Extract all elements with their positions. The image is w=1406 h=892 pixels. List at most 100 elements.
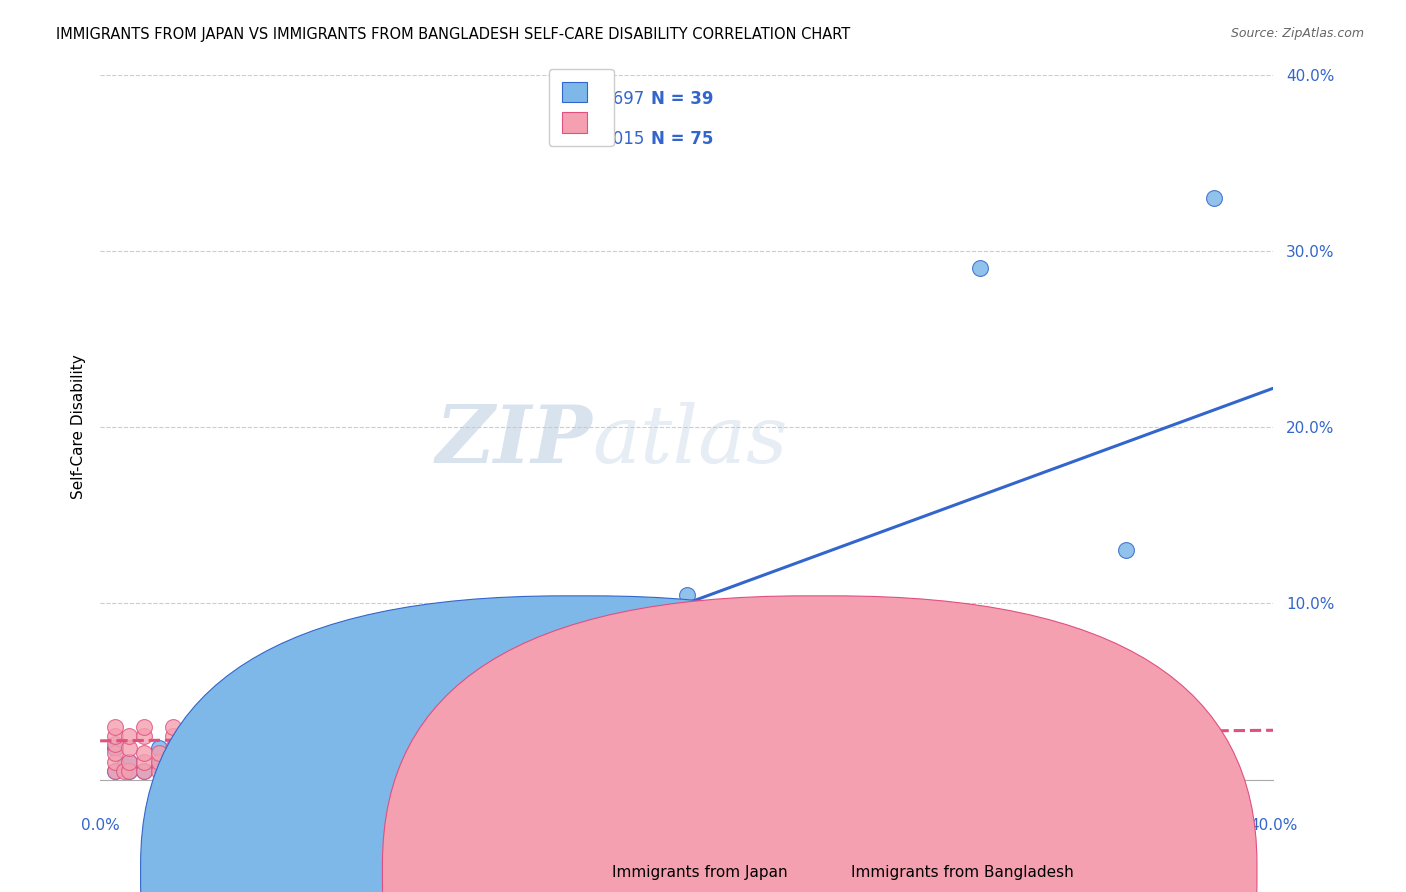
- Point: [148, 764, 170, 778]
- Point: [264, 723, 287, 738]
- Point: [162, 720, 184, 734]
- Point: [221, 764, 243, 778]
- Point: [104, 729, 127, 743]
- Point: [382, 764, 405, 778]
- Point: [118, 764, 141, 778]
- Point: [207, 720, 229, 734]
- Point: [426, 723, 449, 738]
- Point: [162, 764, 184, 778]
- Point: [998, 729, 1021, 743]
- Point: [1204, 191, 1226, 205]
- Point: [823, 711, 845, 725]
- Point: [191, 740, 214, 755]
- Point: [529, 764, 551, 778]
- Point: [207, 740, 229, 755]
- Text: N = 75: N = 75: [651, 130, 714, 148]
- Point: [440, 764, 463, 778]
- Point: [470, 764, 492, 778]
- Point: [734, 764, 756, 778]
- Point: [207, 758, 229, 772]
- Point: [104, 764, 127, 778]
- Point: [353, 764, 375, 778]
- Point: [969, 764, 991, 778]
- Point: [118, 755, 141, 769]
- Point: [1115, 764, 1137, 778]
- Point: [148, 755, 170, 769]
- Point: [969, 764, 991, 778]
- Legend: , : ,: [548, 69, 613, 146]
- Point: [132, 755, 155, 769]
- Text: IMMIGRANTS FROM JAPAN VS IMMIGRANTS FROM BANGLADESH SELF-CARE DISABILITY CORRELA: IMMIGRANTS FROM JAPAN VS IMMIGRANTS FROM…: [56, 27, 851, 42]
- Point: [704, 729, 727, 743]
- Point: [910, 764, 932, 778]
- Point: [910, 764, 932, 778]
- Point: [132, 746, 155, 760]
- Point: [412, 723, 434, 738]
- Point: [412, 764, 434, 778]
- Y-axis label: Self-Care Disability: Self-Care Disability: [72, 355, 86, 500]
- Text: 0.0%: 0.0%: [80, 818, 120, 833]
- Point: [235, 764, 257, 778]
- Point: [264, 729, 287, 743]
- Point: [221, 764, 243, 778]
- Text: N = 39: N = 39: [651, 90, 714, 108]
- Point: [1204, 729, 1226, 743]
- Point: [132, 729, 155, 743]
- Point: [280, 723, 302, 738]
- Point: [191, 729, 214, 743]
- Point: [112, 758, 135, 772]
- Point: [1144, 764, 1167, 778]
- Point: [162, 755, 184, 769]
- Point: [235, 729, 257, 743]
- Point: [118, 755, 141, 769]
- Point: [104, 737, 127, 751]
- Point: [132, 764, 155, 778]
- Point: [280, 764, 302, 778]
- Text: Immigrants from Bangladesh: Immigrants from Bangladesh: [851, 865, 1073, 880]
- Point: [112, 764, 135, 778]
- Point: [235, 764, 257, 778]
- Text: Immigrants from Japan: Immigrants from Japan: [612, 865, 787, 880]
- Point: [191, 764, 214, 778]
- Point: [104, 746, 127, 760]
- Text: atlas: atlas: [593, 402, 789, 480]
- Point: [1028, 764, 1050, 778]
- Point: [294, 764, 316, 778]
- Point: [118, 764, 141, 778]
- Point: [250, 729, 273, 743]
- Point: [675, 764, 697, 778]
- Point: [177, 764, 200, 778]
- Point: [309, 729, 332, 743]
- Point: [588, 764, 610, 778]
- Point: [118, 740, 141, 755]
- Point: [426, 729, 449, 743]
- Point: [264, 764, 287, 778]
- Point: [1174, 764, 1197, 778]
- Point: [675, 588, 697, 602]
- Point: [162, 764, 184, 778]
- Point: [440, 764, 463, 778]
- Point: [309, 764, 332, 778]
- Point: [1144, 764, 1167, 778]
- Point: [132, 764, 155, 778]
- Point: [118, 729, 141, 743]
- Point: [823, 764, 845, 778]
- Point: [191, 740, 214, 755]
- Point: [470, 764, 492, 778]
- Point: [558, 764, 581, 778]
- Point: [104, 720, 127, 734]
- Point: [763, 764, 786, 778]
- Text: R = 0.697: R = 0.697: [561, 90, 644, 108]
- Point: [529, 764, 551, 778]
- Point: [177, 755, 200, 769]
- Point: [1115, 543, 1137, 558]
- Point: [132, 720, 155, 734]
- Point: [191, 764, 214, 778]
- Point: [851, 764, 873, 778]
- Point: [148, 758, 170, 772]
- Point: [880, 729, 903, 743]
- Text: Source: ZipAtlas.com: Source: ZipAtlas.com: [1230, 27, 1364, 40]
- Point: [207, 764, 229, 778]
- Point: [148, 746, 170, 760]
- Point: [353, 729, 375, 743]
